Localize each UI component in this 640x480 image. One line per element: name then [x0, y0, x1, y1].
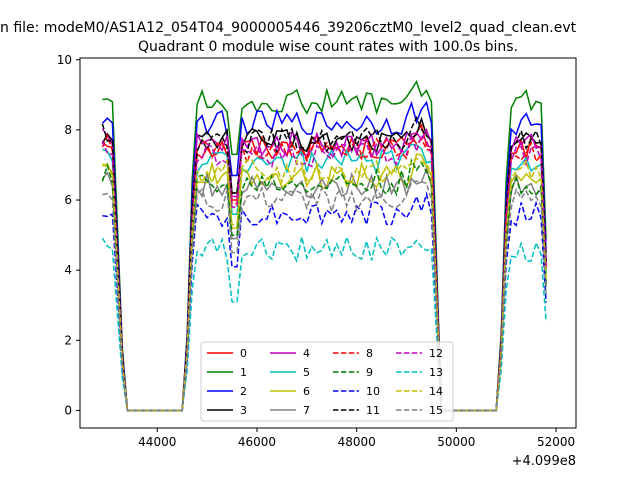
series-lines	[101, 79, 547, 412]
series-line-15	[102, 180, 547, 412]
legend-label-3: 3	[240, 404, 247, 417]
legend-label-12: 12	[429, 347, 443, 360]
legend-label-11: 11	[366, 404, 380, 417]
chart-title: Quadrant 0 module wise count rates with …	[138, 39, 518, 55]
axes-frame	[79, 57, 577, 429]
x-tick-label: 52000	[537, 435, 575, 449]
legend-box	[200, 341, 454, 422]
plot-area	[79, 57, 577, 429]
legend-label-10: 10	[366, 385, 380, 398]
legend-label-6: 6	[303, 385, 310, 398]
legend-label-9: 9	[366, 366, 373, 379]
y-tick-label: 0	[64, 403, 72, 417]
legend-label-4: 4	[303, 347, 310, 360]
figure-suptitle: n file: modeM0/AS1A12_054T04_9000005446_…	[0, 20, 577, 36]
x-axis-offset-label: +4.099e8	[512, 454, 576, 469]
legend-label-8: 8	[366, 347, 373, 360]
x-tick-label: 44000	[138, 435, 176, 449]
legend-label-7: 7	[303, 404, 310, 417]
y-axis: 0 2 4 6 8 10	[57, 53, 80, 417]
x-tick-label: 46000	[238, 435, 276, 449]
x-tick-label: 48000	[338, 435, 376, 449]
legend-label-15: 15	[429, 404, 443, 417]
legend-label-5: 5	[303, 366, 310, 379]
x-tick-label: 50000	[437, 435, 475, 449]
y-tick-label: 2	[64, 333, 72, 347]
y-tick-label: 8	[64, 123, 72, 137]
legend-label-1: 1	[240, 366, 247, 379]
legend-label-13: 13	[429, 366, 443, 379]
y-tick-label: 4	[64, 263, 72, 277]
legend-label-14: 14	[429, 385, 443, 398]
x-axis: 44000 46000 48000 50000 52000	[138, 428, 575, 449]
legend-label-0: 0	[240, 347, 247, 360]
y-tick-label: 10	[57, 53, 72, 67]
legend-label-2: 2	[240, 385, 247, 398]
y-tick-label: 6	[64, 193, 72, 207]
